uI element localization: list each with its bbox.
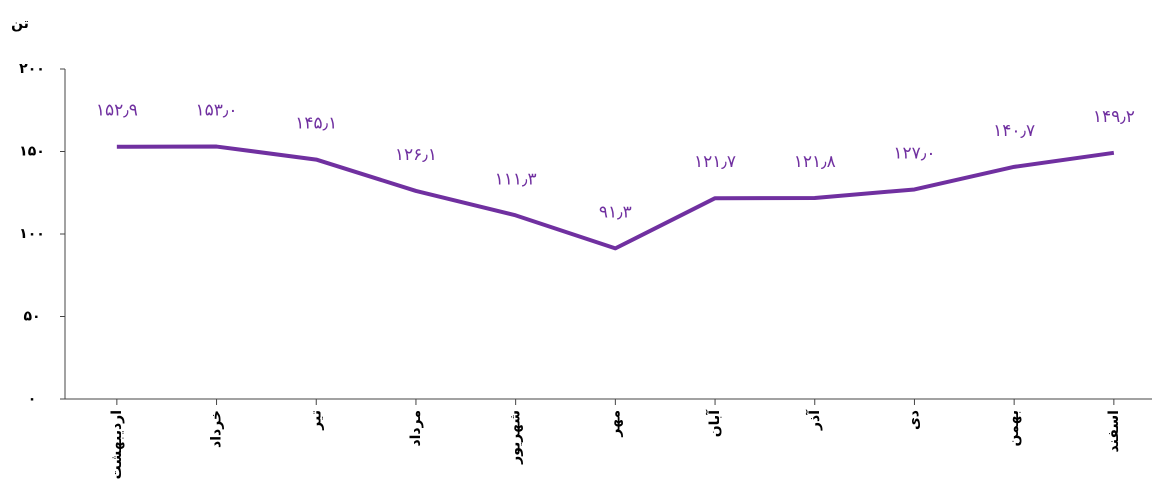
data-label: ۱۲۱٫۷	[694, 152, 736, 172]
y-tick-label: ۱۵۰	[19, 144, 45, 160]
data-label: ۱۱۱٫۳	[495, 169, 537, 189]
x-tick-label: مهر	[607, 410, 623, 438]
data-label: ۱۲۷٫۰	[893, 143, 935, 163]
data-label: ۱۵۳٫۰	[196, 101, 238, 121]
y-tick-label: ۲۰۰	[19, 61, 45, 77]
line	[116, 144, 1115, 251]
x-tick-label: شهریور	[508, 410, 524, 465]
y-tick-label: ۱۰۰	[19, 226, 45, 242]
y-tick-label: ۵۰	[23, 309, 40, 325]
x-tick-label: اردیبهشت	[109, 410, 125, 479]
y-axis-label: تن	[11, 16, 29, 32]
x-tick-label: خرداد	[209, 410, 225, 448]
data-label: ۱۴۵٫۱	[295, 114, 337, 134]
y-tick-label: ۰	[28, 391, 37, 407]
x-tick-label: مرداد	[408, 410, 424, 447]
x-tick-label: آذر	[805, 409, 823, 431]
data-label: ۹۱٫۳	[599, 202, 632, 222]
x-tick-label: دی	[906, 410, 922, 430]
data-label: ۱۴۰٫۷	[993, 121, 1035, 141]
data-label: ۱۲۱٫۸	[794, 152, 836, 172]
data-label: ۱۲۶٫۱	[395, 145, 437, 165]
data-label: ۱۵۲٫۹	[96, 101, 138, 121]
x-tick-label: اسفند	[1106, 410, 1122, 452]
data-label: ۱۴۹٫۲	[1093, 107, 1135, 127]
x-tick-label: تیر	[308, 410, 324, 431]
x-tick-label: بهمن	[1006, 410, 1022, 446]
x-tick-label: آبان	[705, 409, 723, 437]
